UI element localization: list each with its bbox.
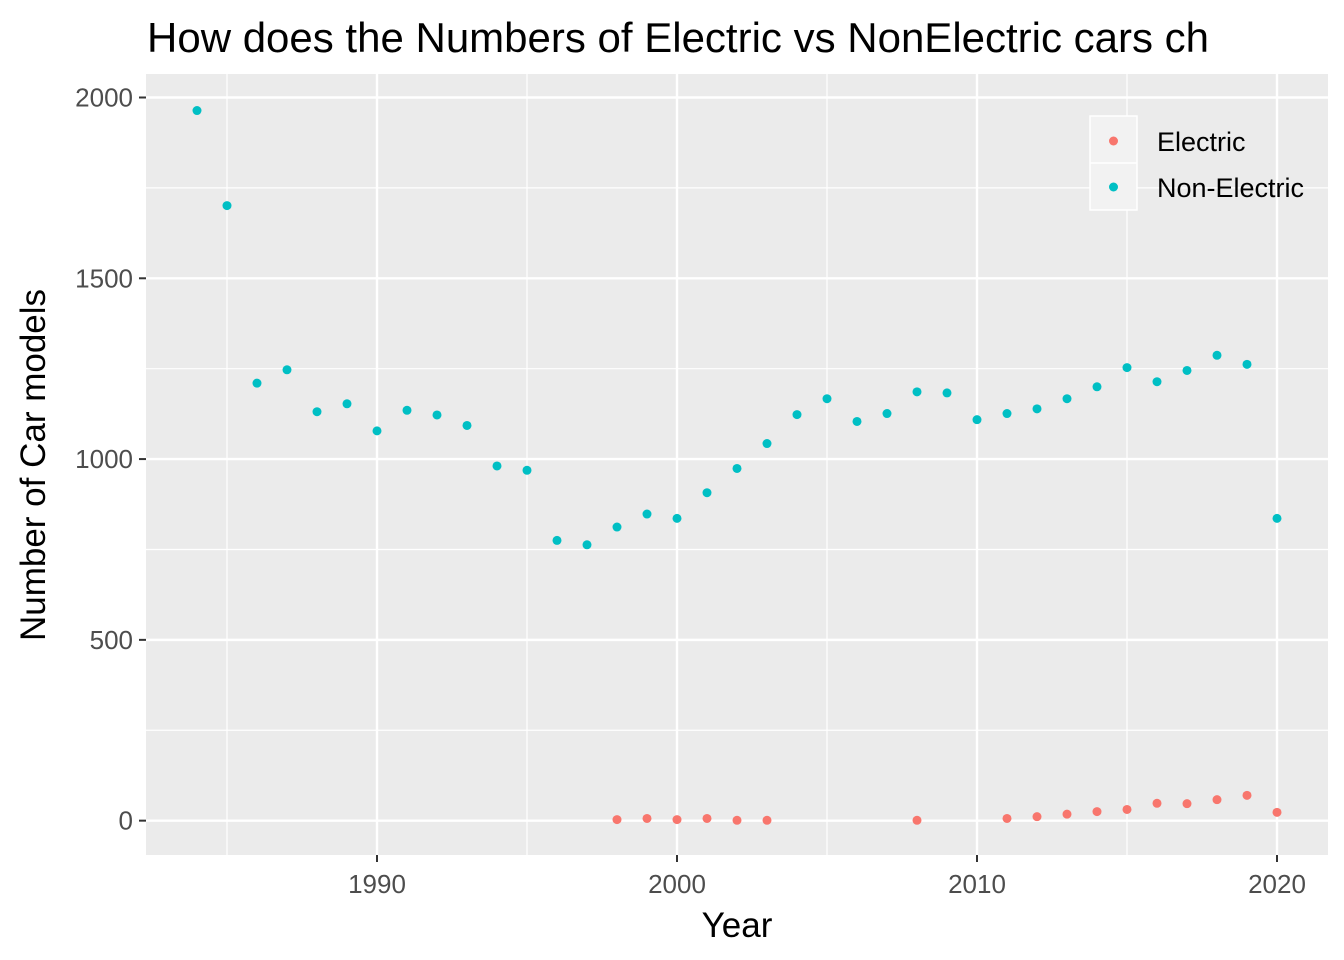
x-tick-label: 2020 xyxy=(1248,869,1306,899)
point-electric xyxy=(1212,795,1222,805)
y-tick-label: 0 xyxy=(119,806,133,836)
y-tick-label: 2000 xyxy=(75,83,133,113)
point-non-electric xyxy=(462,420,472,430)
point-non-electric xyxy=(642,509,652,519)
point-non-electric xyxy=(312,407,322,417)
point-electric xyxy=(732,815,742,825)
y-tick-label: 500 xyxy=(90,625,133,655)
point-non-electric xyxy=(522,465,532,475)
x-tick-label: 1990 xyxy=(348,869,406,899)
point-electric xyxy=(1062,809,1072,819)
point-non-electric xyxy=(852,416,862,426)
point-electric xyxy=(702,813,712,823)
point-non-electric xyxy=(1122,363,1132,373)
point-non-electric xyxy=(582,540,592,550)
legend-label-electric: Electric xyxy=(1157,127,1246,157)
point-non-electric xyxy=(252,378,262,388)
point-electric xyxy=(1182,799,1192,809)
y-axis: 0 500 1000 1500 2000 xyxy=(75,83,146,836)
point-non-electric xyxy=(192,106,202,116)
y-axis-title: Number of Car models xyxy=(14,289,53,641)
point-non-electric xyxy=(792,410,802,420)
point-electric xyxy=(1122,804,1132,814)
y-tick-label: 1000 xyxy=(75,444,133,474)
point-non-electric xyxy=(882,409,892,419)
point-non-electric xyxy=(1182,365,1192,375)
point-non-electric xyxy=(1212,350,1222,360)
chart-title: How does the Numbers of Electric vs NonE… xyxy=(147,14,1209,61)
x-axis: 1990 2000 2010 2020 xyxy=(348,855,1306,899)
point-non-electric xyxy=(972,415,982,425)
point-non-electric xyxy=(942,388,952,398)
point-electric xyxy=(1272,807,1282,817)
point-non-electric xyxy=(612,522,622,532)
point-electric xyxy=(612,815,622,825)
point-electric xyxy=(1032,812,1042,822)
point-electric xyxy=(672,815,682,825)
point-electric xyxy=(1092,807,1102,817)
point-non-electric xyxy=(1062,394,1072,404)
point-non-electric xyxy=(822,394,832,404)
point-non-electric xyxy=(1002,409,1012,419)
point-non-electric xyxy=(1242,359,1252,369)
legend-key-electric xyxy=(1109,136,1118,146)
point-non-electric xyxy=(1272,513,1282,523)
point-non-electric xyxy=(222,201,232,211)
point-non-electric xyxy=(492,461,502,471)
legend: Electric Non-Electric xyxy=(1089,115,1304,211)
data-points xyxy=(192,106,1282,825)
point-non-electric xyxy=(282,365,292,375)
point-non-electric xyxy=(1032,404,1042,414)
point-non-electric xyxy=(432,410,442,420)
point-non-electric xyxy=(912,387,922,397)
point-electric xyxy=(642,813,652,823)
point-non-electric xyxy=(672,513,682,523)
point-non-electric xyxy=(1152,377,1162,387)
point-electric xyxy=(1242,790,1252,800)
legend-key-non-electric xyxy=(1109,182,1118,192)
x-tick-label: 2010 xyxy=(948,869,1006,899)
x-tick-label: 2000 xyxy=(648,869,706,899)
point-electric xyxy=(762,815,772,825)
point-non-electric xyxy=(1092,382,1102,392)
point-non-electric xyxy=(402,405,412,415)
point-non-electric xyxy=(552,535,562,545)
y-tick-label: 1500 xyxy=(75,263,133,293)
legend-label-non-electric: Non-Electric xyxy=(1157,173,1304,203)
point-electric xyxy=(912,815,922,825)
major-gridlines xyxy=(146,74,1328,855)
point-non-electric xyxy=(732,463,742,473)
point-non-electric xyxy=(342,399,352,409)
point-electric xyxy=(1152,798,1162,808)
point-non-electric xyxy=(762,439,772,449)
point-electric xyxy=(1002,813,1012,823)
x-axis-title: Year xyxy=(702,906,773,945)
point-non-electric xyxy=(702,488,712,498)
point-non-electric xyxy=(372,426,382,436)
